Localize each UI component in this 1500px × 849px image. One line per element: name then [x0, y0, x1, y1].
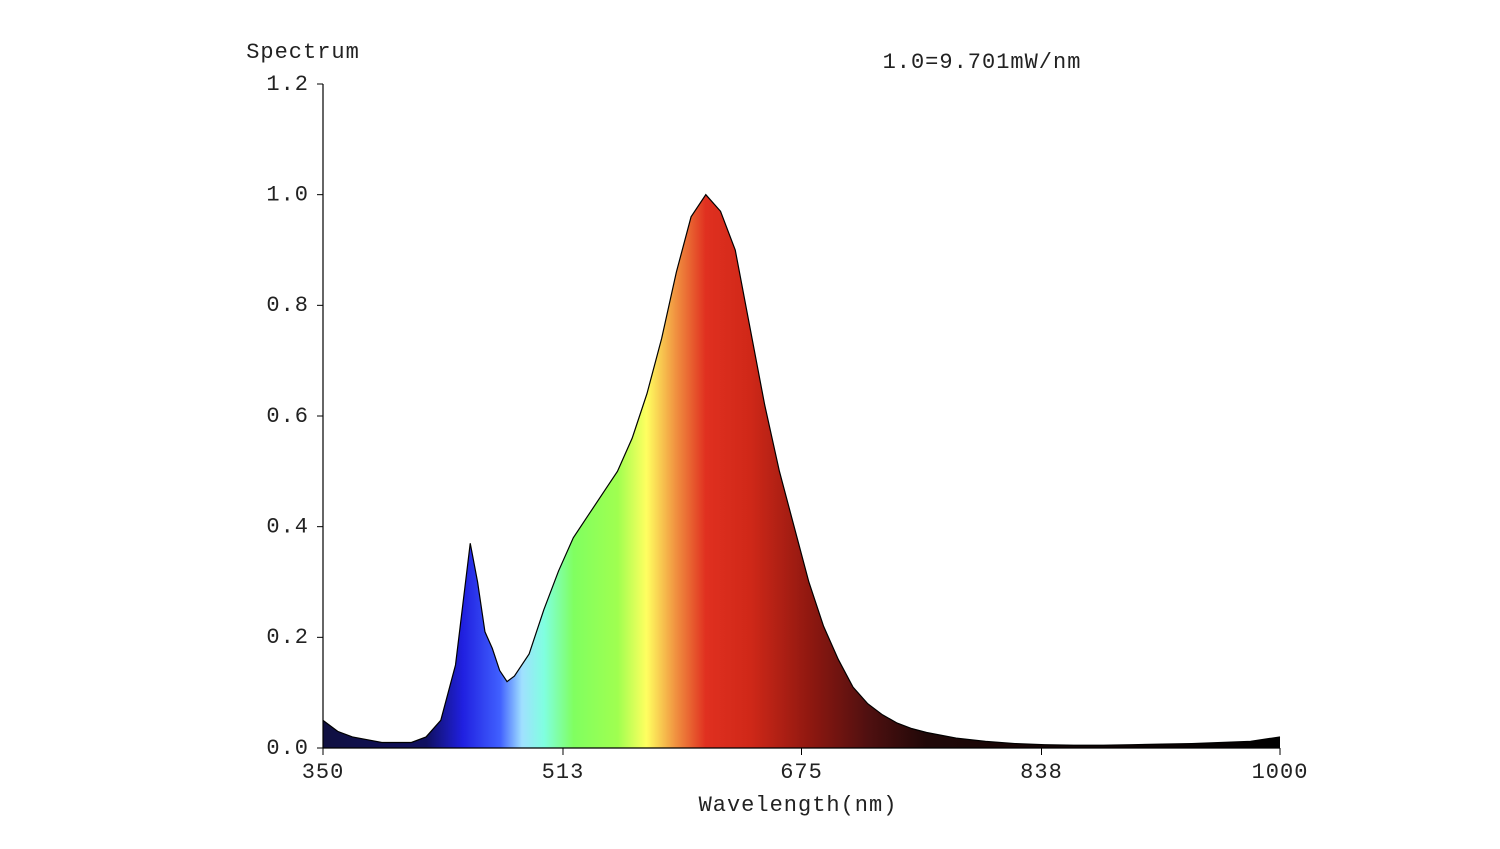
y-tick-label: 0.6	[266, 404, 309, 429]
x-tick-label: 675	[780, 760, 823, 785]
x-tick-label: 513	[542, 760, 585, 785]
y-tick-label: 0.8	[266, 293, 309, 318]
x-tick-label: 838	[1020, 760, 1063, 785]
spectrum-area	[323, 194, 1280, 748]
y-tick-label: 1.0	[266, 182, 309, 207]
y-tick-label: 0.0	[266, 736, 309, 761]
y-tick-label: 0.4	[266, 514, 309, 539]
x-tick-label: 350	[302, 760, 345, 785]
y-axis-label: Spectrum	[246, 40, 360, 65]
y-tick-label: 1.2	[266, 72, 309, 97]
x-axis-label: Wavelength(nm)	[699, 793, 898, 818]
spectrum-line	[322, 193, 1281, 746]
y-tick-label: 0.2	[266, 625, 309, 650]
annotation: 1.0=9.701mW/nm	[883, 50, 1082, 75]
x-tick-label: 1000	[1252, 760, 1309, 785]
